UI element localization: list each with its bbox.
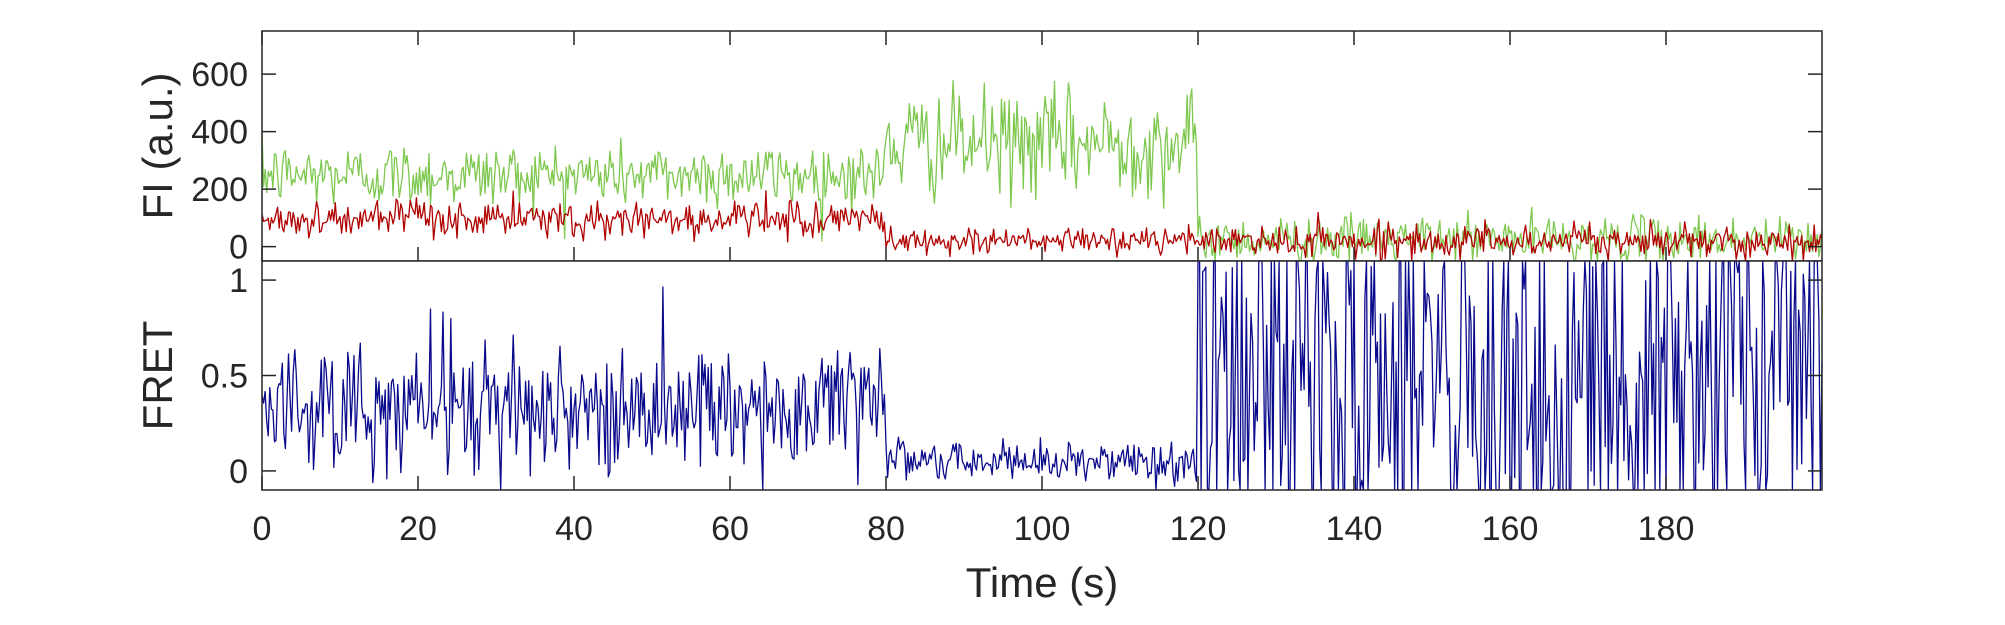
time-x-tick-label: 100 <box>1014 510 1071 548</box>
fret-y-axis-label: FRET <box>134 321 181 431</box>
donor-intensity-line <box>261 80 1823 262</box>
fret-y-ticks: 00.51 <box>201 262 1822 491</box>
time-x-tick-label: 120 <box>1170 510 1227 548</box>
intensity-y-ticks: 0 200 400 600 <box>191 56 1822 267</box>
time-x-tick-label: 60 <box>711 510 749 548</box>
time-x-tick-label: 20 <box>399 510 437 548</box>
intensity-y-tick-label: 600 <box>191 56 248 94</box>
time-x-axis-label: Time (s) <box>966 559 1118 606</box>
intensity-traces <box>261 80 1823 262</box>
fret-y-tick-label: 0.5 <box>201 358 248 396</box>
intensity-y-tick-label: 0 <box>229 229 248 267</box>
time-x-tick-label: 0 <box>253 510 272 548</box>
time-x-tick-label: 160 <box>1482 510 1539 548</box>
fret-y-tick-label: 1 <box>229 262 248 300</box>
time-x-tick-label: 140 <box>1326 510 1383 548</box>
intensity-y-tick-label: 400 <box>191 114 248 152</box>
fret-panel: 00.51 0 20 40 60 80 100 120 140 160 180 FRET Time… <box>134 31 1823 606</box>
intensity-y-tick-label: 200 <box>191 171 248 209</box>
time-x-tick-label: 40 <box>555 510 593 548</box>
time-x-ticks: 0 20 40 60 80 100 120 140 160 180 <box>253 31 1695 548</box>
intensity-panel: 0 200 400 600 FI (a.u.) <box>134 30 1823 267</box>
intensity-y-axis-label: FI (a.u.) <box>134 72 181 219</box>
time-x-tick-label: 180 <box>1638 510 1695 548</box>
fret-y-tick-label: 0 <box>229 453 248 491</box>
acceptor-intensity-line <box>261 190 1823 262</box>
fret-traces <box>261 260 1823 491</box>
time-x-tick-label: 80 <box>867 510 905 548</box>
fret-efficiency-line <box>261 260 1823 491</box>
